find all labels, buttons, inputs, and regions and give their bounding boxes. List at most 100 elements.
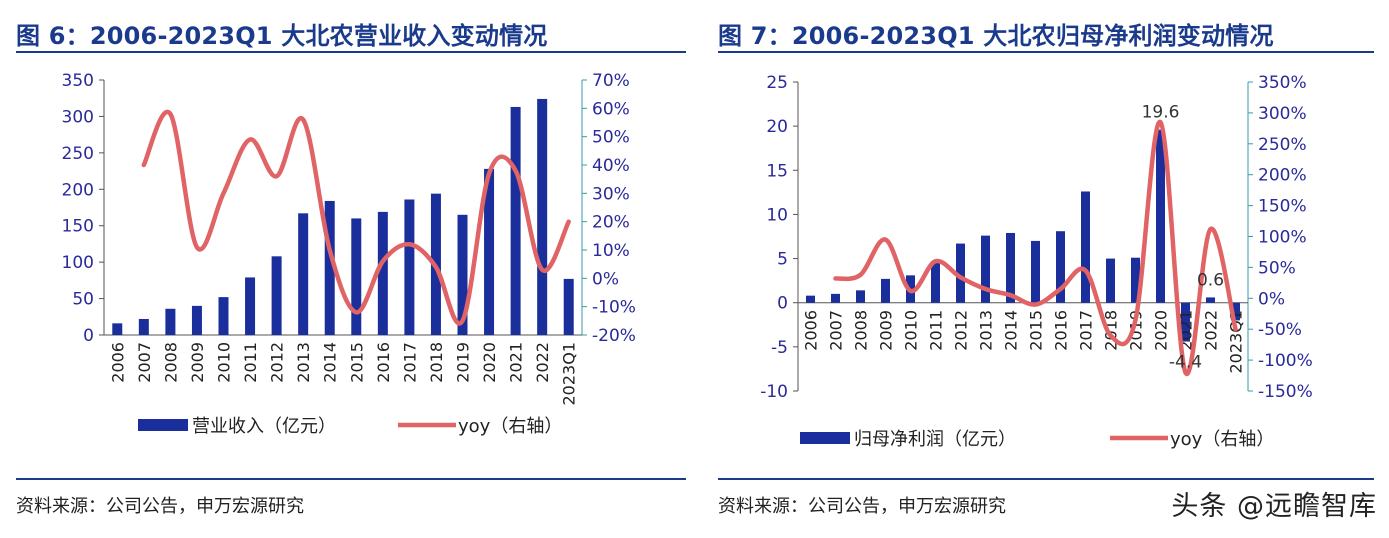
bar-2019: [457, 214, 468, 335]
right-tick-label: -50%: [1258, 320, 1302, 340]
bar-2009: [881, 278, 890, 303]
data-label-2020: 19.6: [1142, 103, 1180, 123]
category-label: 2017: [1077, 310, 1096, 351]
left-tick-label: 250: [62, 144, 94, 164]
category-label: 2006: [108, 342, 127, 383]
bar-2020: [1156, 129, 1165, 303]
yoy-point-2008: [169, 113, 172, 116]
bar-2008: [165, 308, 176, 335]
category-label: 2012: [952, 310, 971, 351]
yoy-point-2021: [514, 169, 517, 172]
figure-6-panel: 图 6：2006-2023Q1 大北农营业收入变动情况 0 50 100 150 200…: [0, 0, 690, 538]
yoy-point-2009: [195, 246, 198, 249]
right-tick-label: 40%: [592, 156, 630, 176]
left-tick-label: 0: [777, 294, 788, 314]
right-tick-label: -150%: [1258, 382, 1313, 402]
bar-2015: [351, 218, 362, 335]
yoy-point-2008: [859, 273, 862, 276]
yoy-point-2016: [381, 260, 384, 263]
yoy-point-2012: [959, 276, 962, 279]
right-tick-label: 300%: [1258, 104, 1307, 124]
right-tick-label: 60%: [592, 99, 630, 119]
legend-bar-swatch: [800, 432, 850, 444]
category-label: 2010: [215, 342, 234, 383]
right-tick-label: 30%: [592, 184, 630, 204]
yoy-line: [833, 119, 1238, 377]
category-label: 2023Q1: [1227, 310, 1246, 374]
legend-bar-label: 归母净利润（亿元）: [854, 429, 1016, 450]
category-label: 2009: [877, 310, 896, 351]
yoy-point-2015: [1034, 303, 1037, 306]
category-label: 2007: [827, 310, 846, 351]
left-tick-label: 0: [83, 326, 94, 346]
right-tick-label: -10%: [592, 298, 636, 318]
category-label: 2016: [374, 342, 393, 383]
figure-6-title: 图 6：2006-2023Q1 大北农营业收入变动情况: [16, 22, 548, 50]
category-label: 2020: [1152, 310, 1171, 351]
figure-6-source: 资料来源：公司公告，申万宏源研究: [16, 496, 304, 517]
left-tick-label: 5: [777, 250, 788, 270]
left-tick-label: 10: [766, 205, 788, 225]
net-profit-chart: -10 -5 0 5 10 15 20 25 -150% -100% -50% 0% 50% 100% 15…: [760, 73, 1313, 450]
figure-7-title: 图 7：2006-2023Q1 大北农归母净利润变动情况: [718, 22, 1274, 50]
data-label-2022: 0.6: [1197, 270, 1224, 290]
category-label: 2013: [294, 342, 313, 383]
left-tick-label: 150: [62, 217, 94, 237]
yoy-point-2013: [984, 288, 987, 291]
left-tick-label: 15: [766, 161, 788, 181]
category-label: 2006: [802, 310, 821, 351]
yoy-point-2015: [355, 311, 358, 314]
yoy-point-2017: [1084, 269, 1087, 272]
right-tick-label: 0%: [1258, 289, 1285, 309]
bar-2014: [1006, 232, 1015, 303]
left-tick-label: 350: [62, 71, 94, 91]
category-label: 2011: [927, 310, 946, 351]
category-label: 2011: [241, 342, 260, 383]
bar-2022: [1206, 297, 1215, 303]
yoy-point-2007: [142, 164, 145, 167]
bar-2011: [931, 261, 940, 303]
left-tick-label: 20: [766, 117, 788, 137]
right-tick-label: 100%: [1258, 228, 1307, 248]
bar-2006: [806, 295, 815, 303]
yoy-point-2011: [934, 260, 937, 263]
category-label: 2013: [977, 310, 996, 351]
yoy-point-2013: [302, 118, 305, 121]
right-tick-label: 50%: [592, 128, 630, 148]
bar-2010: [218, 297, 229, 335]
right-tick-label: 200%: [1258, 166, 1307, 186]
category-label: 2010: [902, 310, 921, 351]
yoy-point-2010: [909, 289, 912, 292]
yoy-point-2014: [328, 249, 331, 252]
category-label: 2020: [480, 342, 499, 383]
figure-6-bottom-rule: [16, 478, 686, 480]
bar-2023Q1: [563, 278, 574, 335]
bar-2017: [404, 199, 415, 335]
bar-2021: [510, 106, 521, 335]
figure-7-source: 资料来源：公司公告，申万宏源研究: [718, 496, 1006, 517]
figure-7-bottom-rule: [718, 478, 1374, 480]
category-label: 2012: [268, 342, 287, 383]
yoy-point-2016: [1059, 288, 1062, 291]
category-label: 2023Q1: [560, 342, 579, 406]
yoy-point-2022: [1209, 228, 1212, 231]
left-tick-label: 300: [62, 107, 94, 127]
bar-2012: [956, 243, 965, 303]
yoy-line: [141, 109, 571, 326]
yoy-point-2011: [249, 138, 252, 141]
right-tick-label: 70%: [592, 71, 630, 91]
bar-2016: [1056, 231, 1065, 303]
yoy-point-2014: [1009, 294, 1012, 297]
revenue-chart: 0 50 100 150 200 250 300 350 -20% -10% 0% 10% 20% 30%…: [62, 71, 636, 437]
yoy-point-2023Q1: [1234, 328, 1237, 331]
yoy-point-2020: [488, 172, 491, 175]
watermark-text: 头条 @远瞻智库: [1171, 491, 1377, 522]
yoy-point-2017: [408, 243, 411, 246]
bar-2018: [1106, 258, 1115, 303]
bar-2016: [377, 211, 388, 335]
category-label: 2019: [454, 342, 473, 383]
bar-2008: [856, 290, 865, 303]
category-label: 2017: [400, 342, 419, 383]
category-label: 2008: [161, 342, 180, 383]
bar-2007: [138, 318, 149, 335]
